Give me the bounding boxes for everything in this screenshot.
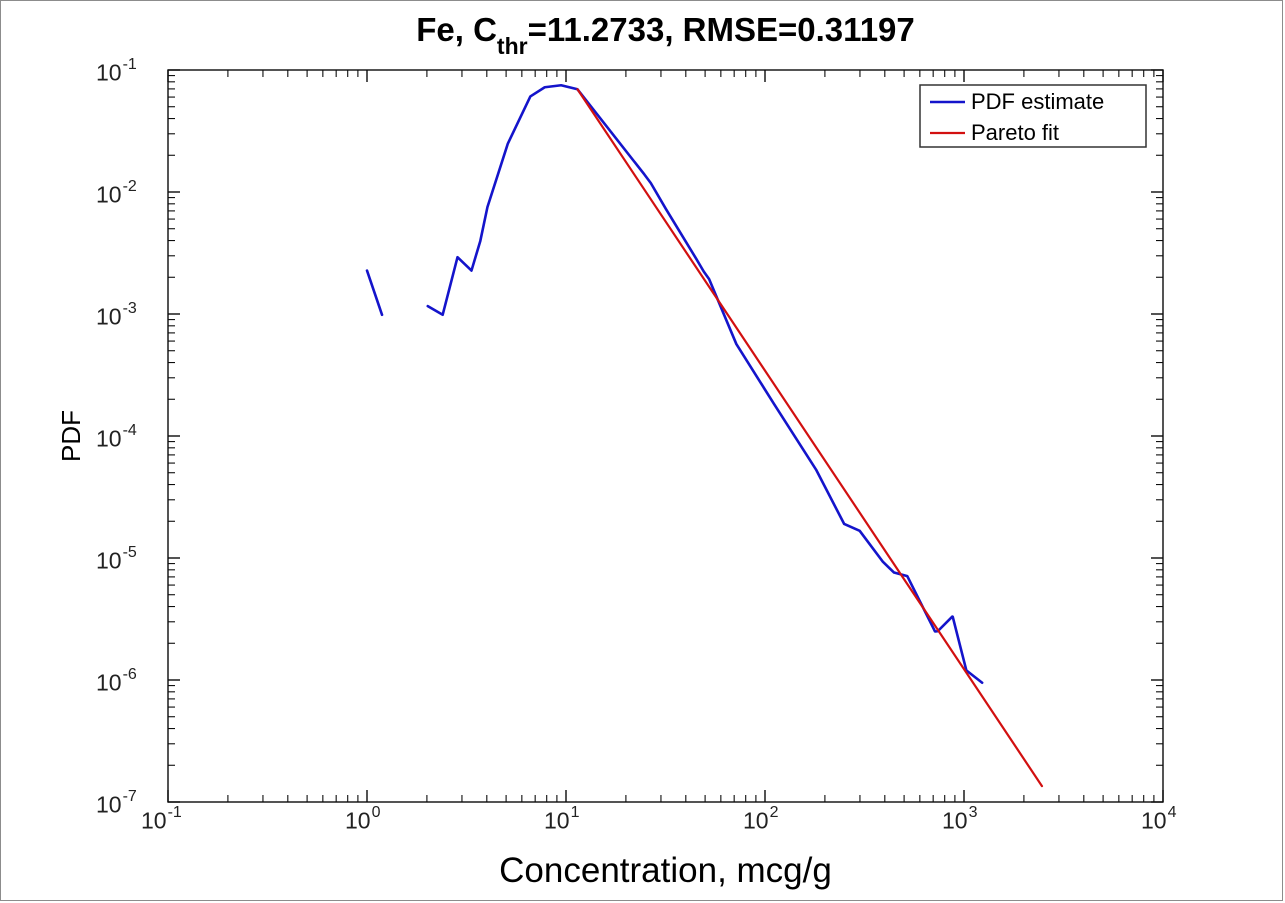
- svg-text:Pareto fit: Pareto fit: [971, 120, 1059, 145]
- svg-text:PDF estimate: PDF estimate: [971, 89, 1104, 114]
